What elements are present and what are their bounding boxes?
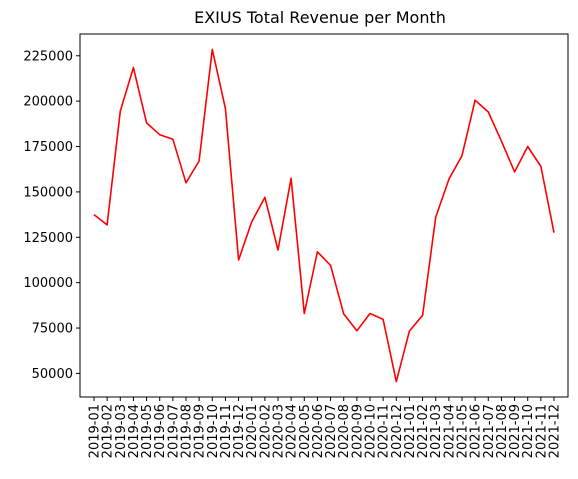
x-tick-label: 2019-12 [232, 404, 247, 458]
x-tick-label: 2020-10 [364, 404, 379, 458]
x-tick-label: 2020-01 [245, 404, 260, 458]
x-tick-label: 2019-05 [140, 404, 155, 458]
x-axis: 2019-012019-022019-032019-042019-052019-… [88, 397, 563, 458]
x-tick-label: 2020-08 [337, 404, 352, 458]
revenue-line [93, 48, 555, 383]
x-tick-label: 2020-11 [377, 404, 392, 458]
x-tick-label: 2020-02 [258, 404, 273, 458]
x-tick-label: 2021-02 [416, 404, 431, 458]
plot-area [79, 33, 569, 398]
x-tick-label: 2021-11 [534, 404, 549, 458]
x-tick-label: 2021-07 [482, 404, 497, 458]
x-tick-label: 2019-01 [88, 404, 103, 458]
x-tick-label: 2019-04 [127, 404, 142, 458]
y-tick-label: 75000 [32, 322, 73, 337]
chart-title: EXIUS Total Revenue per Month [194, 8, 446, 27]
x-tick-label: 2021-01 [403, 404, 418, 458]
x-tick-label: 2019-07 [166, 404, 181, 458]
y-tick-label: 200000 [23, 95, 73, 110]
y-tick-label: 100000 [23, 276, 73, 291]
x-tick-label: 2021-10 [521, 404, 536, 458]
x-tick-label: 2020-07 [324, 404, 339, 458]
x-tick-label: 2019-06 [153, 404, 168, 458]
x-tick-label: 2019-10 [206, 404, 221, 458]
x-tick-label: 2020-04 [285, 404, 300, 458]
x-tick-label: 2020-12 [390, 404, 405, 458]
x-tick-label: 2021-09 [508, 404, 523, 458]
y-tick-label: 225000 [23, 49, 73, 64]
y-axis: 50000 75000 100000 125000 150000 175000 200000… [23, 49, 80, 382]
x-tick-label: 2020-05 [298, 404, 313, 458]
x-tick-label: 2021-03 [429, 404, 444, 458]
x-tick-label: 2019-11 [219, 404, 234, 458]
x-tick-label: 2021-08 [495, 404, 510, 458]
x-tick-label: 2020-06 [311, 404, 326, 458]
x-tick-label: 2019-02 [101, 404, 116, 458]
x-tick-label: 2021-05 [456, 404, 471, 458]
y-tick-label: 125000 [23, 231, 73, 246]
y-tick-label: 175000 [23, 140, 73, 155]
y-tick-label: 150000 [23, 185, 73, 200]
x-tick-label: 2021-12 [548, 404, 563, 458]
x-tick-label: 2021-04 [442, 404, 457, 458]
x-tick-label: 2020-03 [272, 404, 287, 458]
x-tick-label: 2019-09 [193, 404, 208, 458]
x-tick-label: 2021-06 [469, 404, 484, 458]
x-tick-label: 2020-09 [350, 404, 365, 458]
y-tick-label: 50000 [32, 367, 73, 382]
x-tick-label: 2019-08 [180, 404, 195, 458]
x-tick-label: 2019-03 [114, 404, 129, 458]
